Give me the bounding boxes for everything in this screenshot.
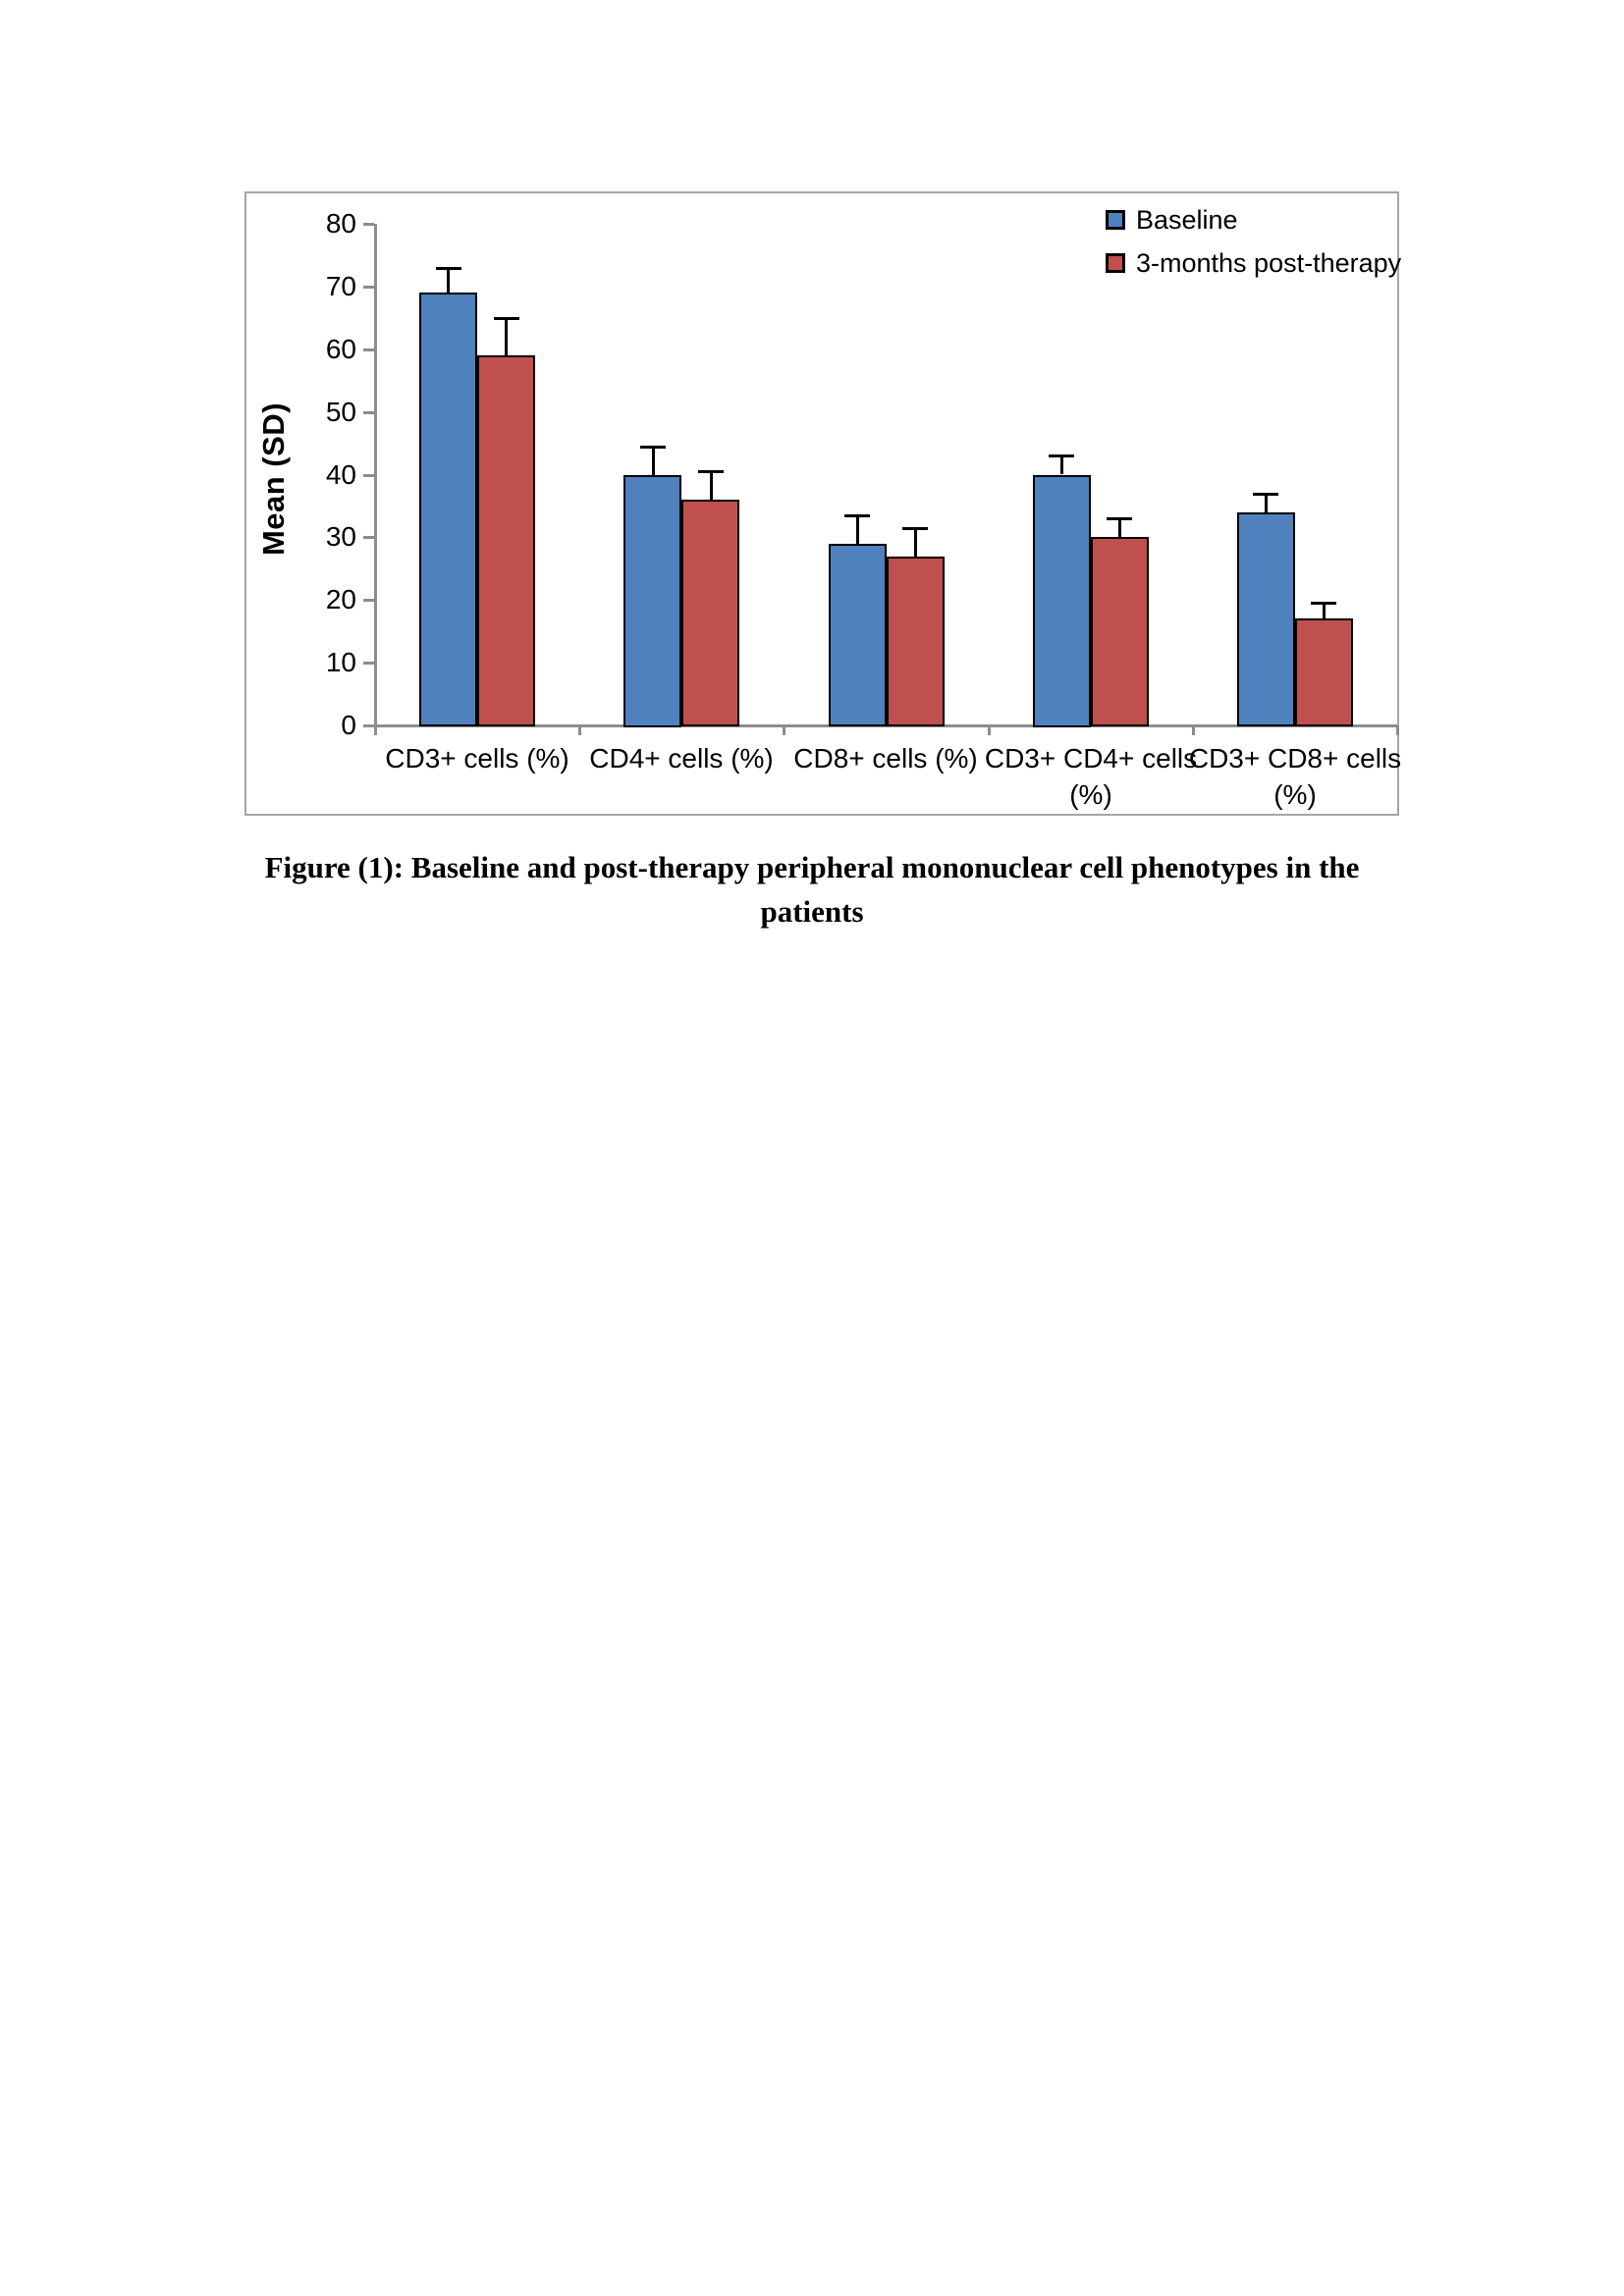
x-tick-4 <box>1192 725 1195 735</box>
y-tick-label-70: 70 <box>325 271 356 301</box>
bar-3-months-post-therapy-cd3-cd4-cells-pct <box>1091 537 1149 726</box>
bar-baseline-cd8-cells-pct <box>829 544 887 726</box>
bar-baseline-cd3-cd8-cells-pct <box>1237 512 1295 726</box>
y-tick-label-0: 0 <box>341 710 356 740</box>
bar-3-months-post-therapy-cd3-cd8-cells-pct <box>1295 618 1353 726</box>
error-bar-3-months-post-therapy-cd3-cd4-cells-pct <box>1118 518 1121 537</box>
y-tick-label-40: 40 <box>325 459 356 490</box>
error-bar-cap-baseline-cd8-cells-pct <box>844 514 870 517</box>
error-bar-baseline-cd8-cells-pct <box>856 515 859 544</box>
legend-swatch-baseline <box>1106 210 1125 230</box>
x-tick-0 <box>374 725 377 735</box>
category-label-cd3-cd8-cells-pct: CD3+ CD8+ cells (%) <box>1188 743 1402 810</box>
bar-baseline-cd4-cells-pct <box>623 475 681 727</box>
error-bar-cap-3-months-post-therapy-cd8-cells-pct <box>902 527 928 530</box>
y-tick-20 <box>363 599 374 602</box>
category-label-cd3-cd4-cells-pct: CD3+ CD4+ cells (%) <box>984 743 1198 810</box>
category-label-cd8-cells-pct: CD8+ cells (%) <box>793 743 978 774</box>
error-bar-cap-3-months-post-therapy-cd3-cd8-cells-pct <box>1311 602 1336 605</box>
x-tick-1 <box>578 725 581 735</box>
error-bar-cap-3-months-post-therapy-cd3-cd4-cells-pct <box>1107 517 1132 520</box>
category-label-cd3-cells-pct: CD3+ cells (%) <box>385 743 569 774</box>
legend-label-baseline: Baseline <box>1136 204 1238 235</box>
plot-area: 0 10 20 30 40 50 60 70 80 CD3+ cells (%) CD4+ cell… <box>246 193 1401 814</box>
bar-3-months-post-therapy-cd4-cells-pct <box>681 500 739 726</box>
error-bar-cap-3-months-post-therapy-cd3-cells-pct <box>494 317 519 320</box>
y-tick-10 <box>363 662 374 665</box>
y-tick-60 <box>363 348 374 351</box>
chart-legend: Baseline 3-months post-therapy <box>1106 204 1402 294</box>
bar-3-months-post-therapy-cd8-cells-pct <box>887 557 945 726</box>
bar-baseline-cd3-cd4-cells-pct <box>1033 475 1091 727</box>
figure-caption: Figure (1): Baseline and post-therapy pe… <box>0 845 1624 934</box>
y-tick-label-10: 10 <box>325 647 356 677</box>
y-tick-0 <box>363 724 374 727</box>
error-bar-cap-3-months-post-therapy-cd4-cells-pct <box>698 470 724 473</box>
y-tick-label-80: 80 <box>325 208 356 239</box>
error-bar-cap-baseline-cd3-cd4-cells-pct <box>1049 454 1074 457</box>
error-bar-3-months-post-therapy-cd3-cells-pct <box>505 318 508 355</box>
y-tick-80 <box>363 223 374 226</box>
figure-caption-line2: patients <box>760 894 864 929</box>
y-tick-label-50: 50 <box>325 397 356 427</box>
error-bar-3-months-post-therapy-cd3-cd8-cells-pct <box>1323 603 1326 618</box>
x-tick-5 <box>1396 725 1399 735</box>
error-bar-baseline-cd4-cells-pct <box>652 447 655 475</box>
legend-item-3-months-post-therapy: 3-months post-therapy <box>1106 247 1402 278</box>
error-bar-baseline-cd3-cd8-cells-pct <box>1265 494 1268 512</box>
category-label-cd4-cells-pct: CD4+ cells (%) <box>589 743 774 774</box>
y-axis-line <box>374 224 377 727</box>
error-bar-cap-baseline-cd3-cd8-cells-pct <box>1253 493 1278 496</box>
figure-1-chart: Mean (SD) 0 10 20 30 40 50 60 70 80 CD3+ cells (%… <box>244 191 1402 816</box>
error-bar-cap-baseline-cd4-cells-pct <box>640 446 666 449</box>
y-tick-label-20: 20 <box>325 584 356 614</box>
bar-baseline-cd3-cells-pct <box>419 293 477 726</box>
x-tick-2 <box>783 725 785 735</box>
y-tick-30 <box>363 536 374 539</box>
legend-swatch-3-months-post-therapy <box>1106 253 1125 273</box>
error-bar-baseline-cd3-cells-pct <box>447 268 450 294</box>
bar-3-months-post-therapy-cd3-cells-pct <box>477 355 535 726</box>
error-bar-3-months-post-therapy-cd4-cells-pct <box>710 471 713 500</box>
y-tick-label-60: 60 <box>325 334 356 364</box>
y-tick-50 <box>363 411 374 414</box>
error-bar-3-months-post-therapy-cd8-cells-pct <box>914 528 917 557</box>
legend-label-3-months-post-therapy: 3-months post-therapy <box>1136 247 1402 278</box>
y-tick-40 <box>363 474 374 477</box>
error-bar-cap-baseline-cd3-cells-pct <box>436 267 461 270</box>
x-tick-3 <box>988 725 991 735</box>
y-tick-70 <box>363 286 374 289</box>
figure-caption-line1: Figure (1): Baseline and post-therapy pe… <box>264 850 1360 884</box>
legend-item-baseline: Baseline <box>1106 204 1401 235</box>
y-tick-label-30: 30 <box>325 521 356 552</box>
error-bar-baseline-cd3-cd4-cells-pct <box>1060 455 1063 474</box>
